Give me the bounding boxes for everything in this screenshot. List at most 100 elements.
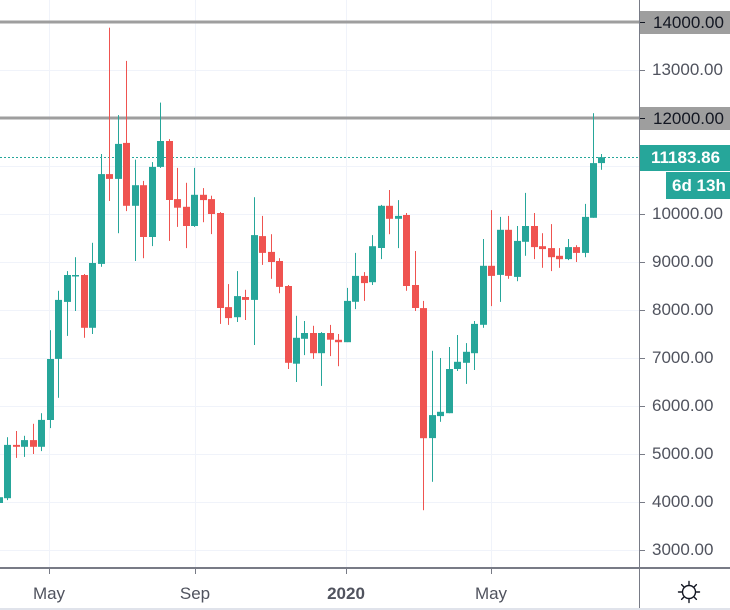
candle-down [386,190,393,235]
candle-body [64,275,71,302]
horizontal-line-price-label: 14000.00 [640,10,730,34]
candle-body [556,255,563,260]
candle-down [505,215,512,279]
price-axis[interactable]: 13000.00 10000.00 9000.00 8000.00 7000.00 600… [639,0,730,567]
candle-body [454,361,461,369]
candle-body [395,215,402,219]
candle-up [582,203,589,258]
candle-up [89,242,96,334]
time-axis-tick [195,569,196,574]
candle-body [514,240,521,277]
candle-down [200,188,207,223]
horizontal-line-drawing[interactable] [0,116,639,120]
candle-down [420,300,427,511]
candle-wick [338,334,339,367]
candle-wick [16,431,17,458]
candle-wick [245,289,246,320]
candle-wick [109,27,110,202]
candle-down [531,213,538,260]
candle-down [310,325,317,359]
candle-body [386,205,393,219]
candle-up [0,497,3,503]
candle-body [140,185,147,237]
candle-body [505,229,512,276]
settings-button[interactable] [676,579,702,605]
candle-body [497,229,504,275]
price-axis-label: 6000.00 [652,396,714,415]
candle-down [166,139,173,241]
candle-wick [415,251,416,311]
candle-wick [228,284,229,325]
candle-up [293,315,300,382]
candle-body [276,261,283,287]
time-axis-label: May [32,584,66,603]
candle-up [98,154,105,267]
candle-body [446,369,453,414]
candle-up [38,413,45,452]
candle-up [251,197,258,345]
candle-body [72,275,79,277]
candle-body [89,263,96,328]
candle-down [242,289,249,320]
candle-down [285,285,292,369]
price-axis-label: 10000.00 [652,204,723,223]
candle-body [251,235,258,300]
candle-body [166,141,173,200]
candle-body [123,142,130,206]
candle-up [115,115,122,234]
candle-down [81,274,88,338]
candlestick-plot[interactable] [0,0,639,568]
candle-body [480,265,487,325]
chart-pane[interactable] [0,0,639,568]
candle-up [149,162,156,247]
candle-body [590,163,597,218]
axis-corner [639,567,730,610]
candle-up [344,287,351,343]
window-bottom-border [0,608,730,610]
candle-body [21,440,28,447]
candle-body [378,205,385,248]
candle-down [259,215,266,265]
candle-wick [466,343,467,384]
candle-body [225,307,232,319]
candle-up [301,321,308,356]
candle-up [446,347,453,414]
horizontal-line-drawing[interactable] [0,20,639,24]
candle-down [556,248,563,268]
candle-down [140,180,147,259]
candle-body [335,339,342,343]
time-axis-tick [491,569,492,574]
time-axis-label: May [474,584,508,603]
candle-body [47,359,54,420]
candle-down [412,251,419,311]
candle-up [132,159,139,261]
candle-wick [75,257,76,311]
candle-body [463,351,470,363]
candle-body [344,300,351,343]
last-price-label: 11183.86 [640,145,730,172]
gear-icon [677,580,701,604]
candle-up [4,437,11,501]
candle-body [208,199,215,214]
price-axis-tick [640,310,645,311]
price-axis-tick [640,406,645,407]
price-axis-label: 9000.00 [652,252,714,271]
candle-body [471,323,478,354]
candle-up [64,271,71,336]
candle-body [13,444,20,447]
candle-body [352,275,359,302]
candle-body [38,419,45,447]
candle-body [285,286,292,363]
candle-wick [364,272,365,301]
price-axis-label: 5000.00 [652,444,714,463]
candle-wick [177,167,178,227]
candle-body [217,213,224,308]
candle-down [225,284,232,325]
candle-wick [542,233,543,268]
time-axis-label: 2020 [327,584,365,603]
time-axis[interactable]: May Sep 2020 May [0,567,639,608]
candle-up [454,335,461,371]
candle-up [378,204,385,260]
candle-up [429,350,436,482]
candle-body [242,297,249,300]
